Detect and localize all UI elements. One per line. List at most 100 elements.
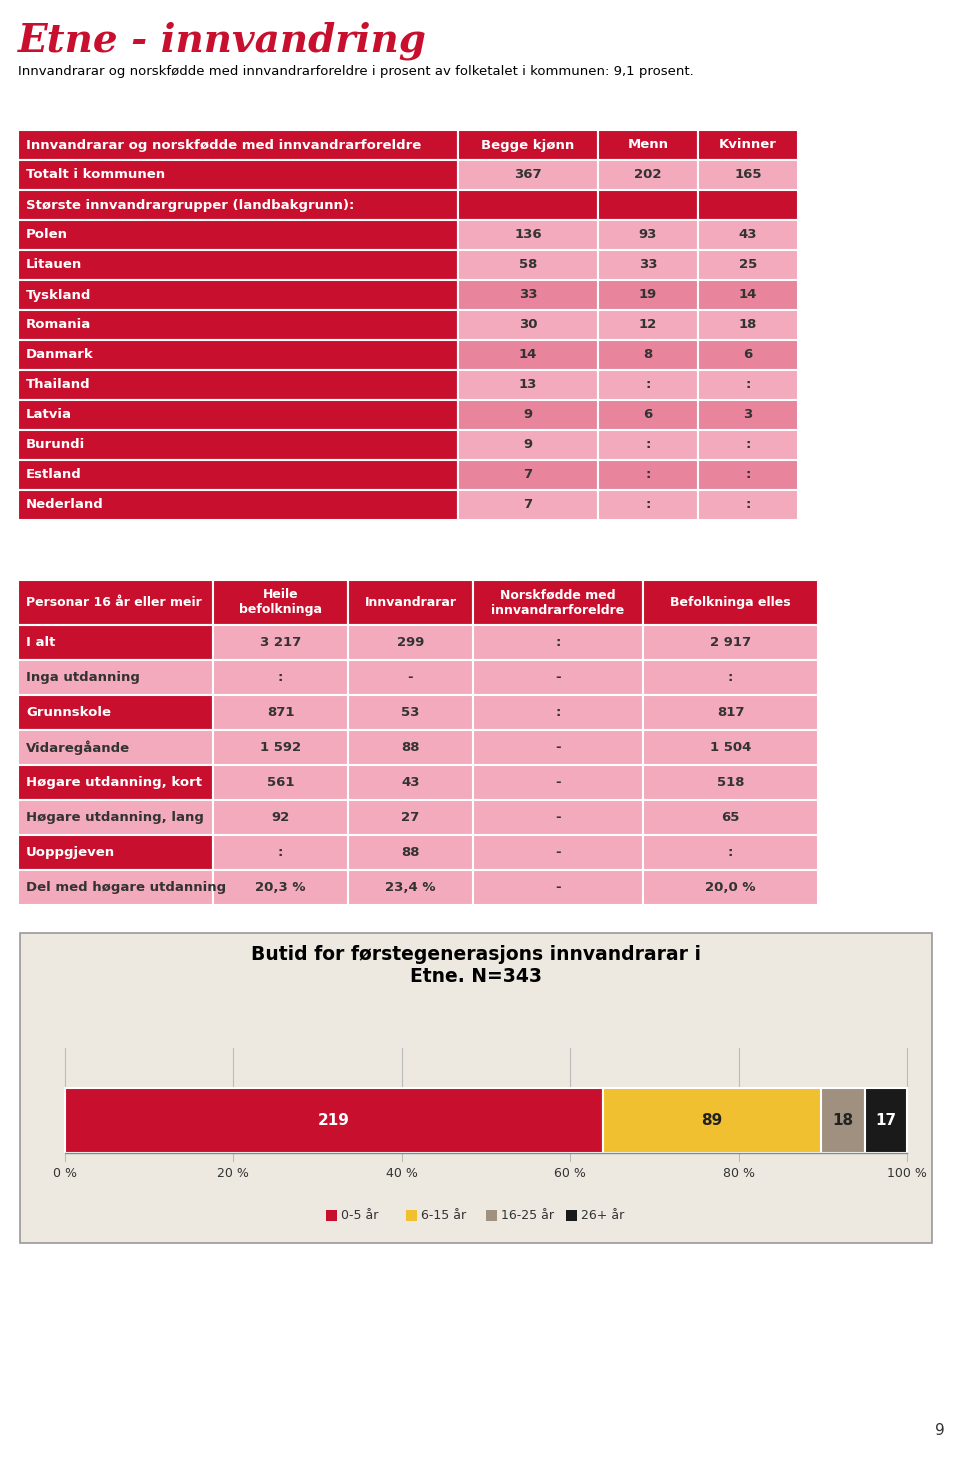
Text: 219: 219	[318, 1113, 349, 1129]
Bar	[18, 730, 213, 765]
Text: 25: 25	[739, 258, 757, 272]
Bar	[698, 280, 798, 310]
Text: -: -	[555, 880, 561, 894]
Bar	[18, 491, 458, 520]
Bar	[18, 220, 458, 250]
Text: Vidaregåande: Vidaregåande	[26, 740, 131, 755]
Bar	[18, 625, 213, 660]
Bar	[598, 161, 698, 190]
Text: 1 592: 1 592	[260, 742, 301, 753]
Text: Tyskland: Tyskland	[26, 289, 91, 302]
Bar	[348, 695, 473, 730]
Bar	[698, 431, 798, 460]
Text: 7: 7	[523, 498, 533, 511]
Text: 6: 6	[743, 349, 753, 362]
Text: 12: 12	[638, 318, 658, 331]
Bar	[698, 369, 798, 400]
Text: 13: 13	[518, 378, 538, 391]
Text: 33: 33	[518, 289, 538, 302]
Text: 7: 7	[523, 469, 533, 482]
Text: Høgare utdanning, kort: Høgare utdanning, kort	[26, 777, 202, 788]
Bar	[458, 190, 598, 220]
Bar	[643, 730, 818, 765]
Text: 299: 299	[396, 637, 424, 650]
Bar	[326, 1210, 337, 1221]
Bar	[458, 250, 598, 280]
Text: 18: 18	[739, 318, 757, 331]
Text: 26+ år: 26+ år	[581, 1209, 624, 1222]
Text: 561: 561	[267, 777, 295, 788]
Text: Romania: Romania	[26, 318, 91, 331]
Bar	[598, 310, 698, 340]
Text: 518: 518	[717, 777, 744, 788]
Bar	[458, 130, 598, 161]
Text: :: :	[645, 438, 651, 451]
Bar	[213, 625, 348, 660]
Text: Etne - innvandring: Etne - innvandring	[18, 22, 427, 60]
Bar	[698, 491, 798, 520]
Text: 20 %: 20 %	[218, 1167, 250, 1180]
Bar	[348, 660, 473, 695]
Text: 8: 8	[643, 349, 653, 362]
Bar	[406, 1210, 417, 1221]
Bar	[348, 625, 473, 660]
Text: I alt: I alt	[26, 637, 56, 650]
Bar	[213, 870, 348, 905]
Text: 6-15 år: 6-15 år	[421, 1209, 467, 1222]
Bar	[348, 800, 473, 835]
Bar	[643, 660, 818, 695]
Text: 19: 19	[638, 289, 658, 302]
Text: Heile
befolkninga: Heile befolkninga	[239, 588, 322, 616]
Bar	[458, 161, 598, 190]
Text: 817: 817	[717, 707, 744, 718]
Text: 1 504: 1 504	[709, 742, 751, 753]
Bar	[18, 460, 458, 491]
Bar	[18, 340, 458, 369]
Text: Innvandrarar: Innvandrarar	[365, 596, 457, 609]
Text: 367: 367	[515, 168, 541, 181]
Text: 88: 88	[401, 742, 420, 753]
Text: -: -	[408, 672, 414, 683]
Bar	[486, 1210, 497, 1221]
Text: :: :	[555, 637, 561, 650]
Text: Totalt i kommunen: Totalt i kommunen	[26, 168, 165, 181]
Text: 60 %: 60 %	[554, 1167, 587, 1180]
Bar	[18, 400, 458, 431]
Bar	[348, 835, 473, 870]
Bar	[598, 491, 698, 520]
Bar	[643, 800, 818, 835]
Text: :: :	[277, 672, 283, 683]
Bar	[458, 431, 598, 460]
Text: -: -	[555, 672, 561, 683]
Bar	[213, 835, 348, 870]
Bar	[598, 460, 698, 491]
Bar	[473, 765, 643, 800]
Bar	[698, 161, 798, 190]
Bar	[213, 800, 348, 835]
Bar	[598, 400, 698, 431]
Bar	[18, 310, 458, 340]
Text: 30: 30	[518, 318, 538, 331]
FancyBboxPatch shape	[20, 933, 932, 1242]
Bar	[18, 870, 213, 905]
Bar	[458, 369, 598, 400]
Bar	[603, 1088, 821, 1153]
Bar	[65, 1088, 603, 1153]
Text: :: :	[728, 845, 733, 858]
Text: Butid for førstegenerasjons innvandrarar i
Etne. N=343: Butid for førstegenerasjons innvandrarar…	[251, 945, 701, 986]
Text: 6: 6	[643, 409, 653, 422]
Text: Thailand: Thailand	[26, 378, 90, 391]
Text: 43: 43	[739, 229, 757, 241]
Text: Kvinner: Kvinner	[719, 139, 777, 152]
Bar	[698, 190, 798, 220]
Text: Innvandrarar og norskfødde med innvandrarforeldre i prosent av folketalet i komm: Innvandrarar og norskfødde med innvandra…	[18, 66, 694, 77]
Text: Danmark: Danmark	[26, 349, 94, 362]
Text: Polen: Polen	[26, 229, 68, 241]
Text: -: -	[555, 845, 561, 858]
Bar	[473, 870, 643, 905]
Bar	[458, 491, 598, 520]
Text: :: :	[745, 498, 751, 511]
Bar	[18, 835, 213, 870]
Bar	[473, 625, 643, 660]
Text: Personar 16 år eller meir: Personar 16 år eller meir	[26, 596, 202, 609]
